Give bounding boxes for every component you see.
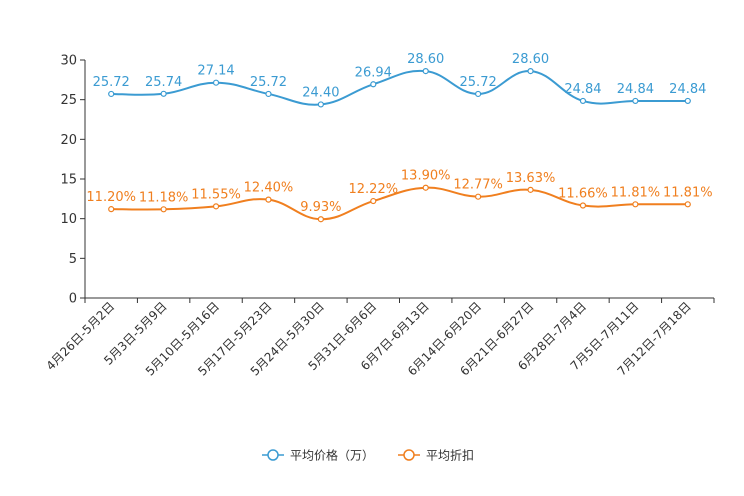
data-point bbox=[108, 206, 115, 213]
data-label: 11.81% bbox=[663, 185, 713, 200]
legend-label: 平均价格（万） bbox=[290, 448, 374, 463]
legend-label: 平均折扣 bbox=[426, 448, 474, 463]
data-point bbox=[265, 90, 272, 98]
data-point bbox=[527, 68, 534, 75]
data-label: 24.40 bbox=[302, 85, 339, 100]
data-label: 11.81% bbox=[611, 185, 661, 200]
data-label: 24.84 bbox=[669, 82, 706, 97]
y-tick-label: 20 bbox=[60, 133, 77, 148]
data-point bbox=[684, 201, 691, 208]
data-point bbox=[527, 186, 534, 193]
data-point bbox=[160, 206, 167, 213]
data-point bbox=[579, 202, 587, 209]
y-tick-label: 10 bbox=[60, 212, 77, 227]
y-tick-label: 30 bbox=[60, 54, 77, 69]
data-label: 13.63% bbox=[506, 171, 556, 186]
data-labels: 25.72 25.74 27.14 25.72 24.40 26.94 28.60 25.72… bbox=[86, 52, 712, 215]
legend-marker-icon bbox=[267, 449, 279, 461]
data-label: 26.94 bbox=[355, 65, 392, 80]
legend: 平均价格（万） 平均折扣 bbox=[262, 448, 474, 463]
data-label: 13.90% bbox=[401, 169, 451, 184]
data-point bbox=[370, 197, 377, 205]
data-label: 12.22% bbox=[349, 182, 399, 197]
series-group bbox=[108, 68, 691, 223]
data-label: 12.77% bbox=[453, 178, 503, 193]
data-point bbox=[108, 90, 115, 98]
y-tick-label: 5 bbox=[69, 252, 77, 267]
data-label: 28.60 bbox=[512, 52, 549, 67]
data-point bbox=[632, 97, 639, 105]
data-point bbox=[579, 97, 587, 105]
data-point bbox=[422, 184, 429, 191]
data-label: 27.14 bbox=[197, 64, 234, 79]
data-point bbox=[317, 216, 324, 223]
data-point bbox=[160, 90, 167, 97]
data-label: 25.72 bbox=[93, 75, 130, 90]
legend-item-1[interactable]: 平均价格（万） bbox=[262, 448, 374, 463]
data-label: 24.84 bbox=[564, 82, 601, 97]
data-label: 11.55% bbox=[191, 187, 241, 202]
data-label: 9.93% bbox=[300, 200, 341, 215]
data-point bbox=[632, 201, 639, 208]
legend-marker-icon bbox=[403, 449, 415, 461]
data-point bbox=[422, 68, 429, 75]
data-point bbox=[317, 101, 324, 108]
data-label: 28.60 bbox=[407, 52, 444, 67]
data-point bbox=[684, 97, 691, 105]
data-point bbox=[212, 203, 220, 210]
legend-item-2[interactable]: 平均折扣 bbox=[398, 448, 474, 463]
series-line-2 bbox=[111, 186, 688, 221]
data-point bbox=[265, 196, 272, 203]
y-tick-label: 25 bbox=[60, 93, 77, 108]
data-label: 12.40% bbox=[244, 181, 294, 196]
data-label: 25.72 bbox=[460, 75, 497, 90]
data-label: 24.84 bbox=[617, 82, 654, 97]
data-label: 25.74 bbox=[145, 75, 182, 90]
data-point bbox=[475, 193, 482, 200]
y-tick-label: 0 bbox=[69, 292, 77, 307]
data-label: 11.18% bbox=[139, 190, 189, 205]
data-label: 11.20% bbox=[86, 190, 136, 205]
data-point bbox=[370, 81, 377, 88]
y-tick-label: 15 bbox=[60, 173, 77, 188]
data-point bbox=[212, 79, 220, 86]
data-label: 11.66% bbox=[558, 186, 608, 201]
data-point bbox=[475, 90, 482, 98]
data-label: 25.72 bbox=[250, 75, 287, 90]
